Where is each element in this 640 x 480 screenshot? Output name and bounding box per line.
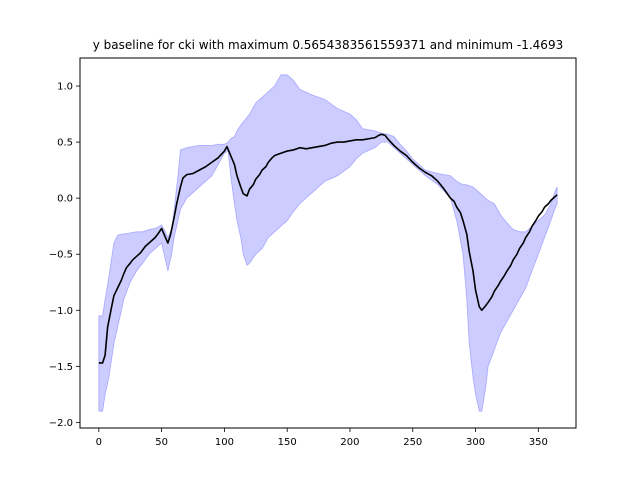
chart-title: y baseline for cki with maximum 0.565438… <box>93 38 563 52</box>
y-tick-label: −2.0 <box>49 418 73 429</box>
baseline-line <box>98 133 558 364</box>
y-tick-label: 0.0 <box>57 194 73 205</box>
x-tick-label: 200 <box>340 437 359 448</box>
y-axis: −2.0 −1.5 −1.0 −0.5 0.0 0.5 1.0 <box>49 82 80 429</box>
y-tick-label: −1.5 <box>49 362 73 373</box>
y-tick-label: 1.0 <box>57 82 73 93</box>
x-tick-label: 250 <box>403 437 422 448</box>
confidence-band <box>98 74 558 412</box>
x-tick-label: 150 <box>278 437 297 448</box>
x-tick-label: 50 <box>155 437 168 448</box>
axes-frame <box>79 57 577 429</box>
y-tick-label: −0.5 <box>49 250 73 261</box>
y-tick-label: 0.5 <box>57 138 73 149</box>
y-tick-label: −1.0 <box>49 306 73 317</box>
x-tick-label: 300 <box>466 437 485 448</box>
plot-area <box>98 74 558 412</box>
x-tick-label: 100 <box>215 437 234 448</box>
x-tick-label: 350 <box>529 437 548 448</box>
x-axis: 0 50 100 150 200 250 300 350 <box>96 428 548 448</box>
x-tick-label: 0 <box>96 437 102 448</box>
